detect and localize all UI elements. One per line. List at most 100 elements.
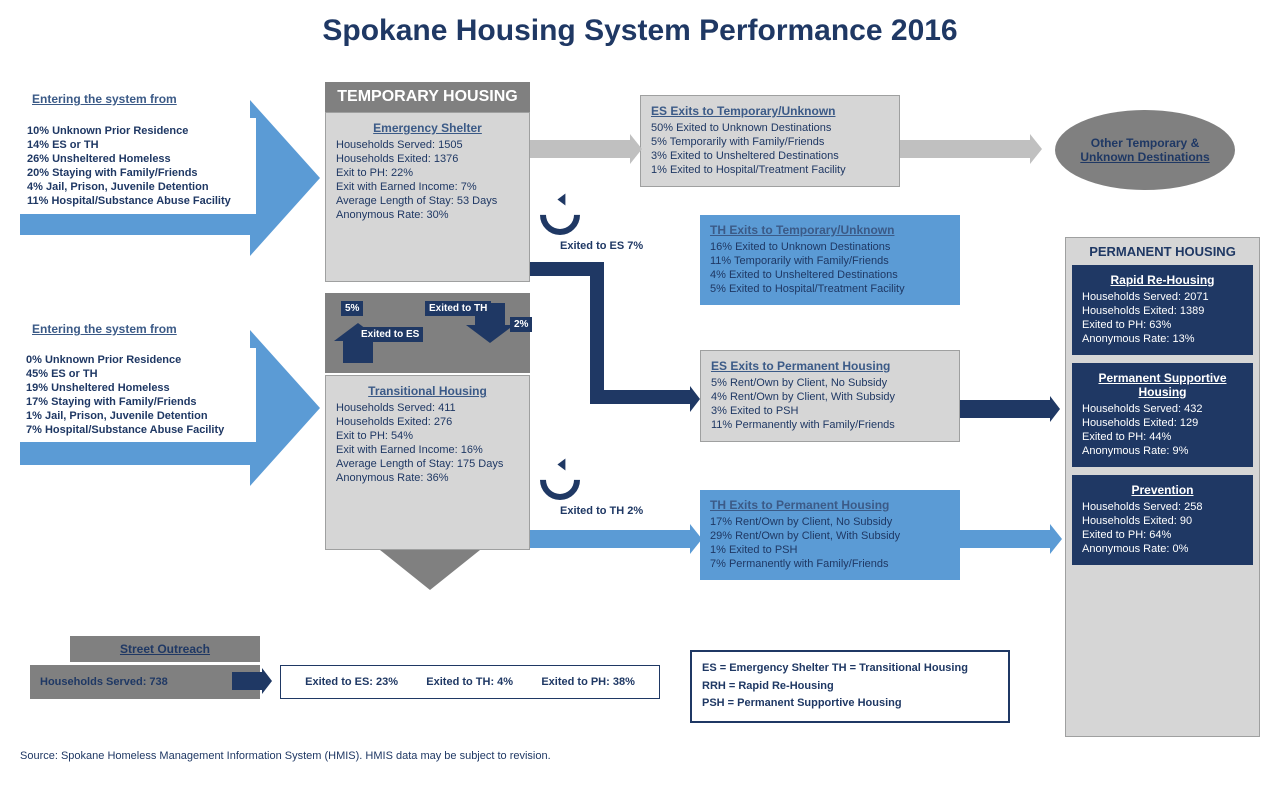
th-line: Households Served: 411 (336, 402, 519, 414)
rrh-box: Rapid Re-Housing Households Served: 2071… (1072, 265, 1253, 355)
street-outreach-title: Street Outreach (78, 642, 252, 656)
curve-th-icon (532, 452, 589, 509)
prev-line: Households Exited: 90 (1082, 515, 1243, 527)
interflow-area: Exited to TH 2% 5% Exited to ES (325, 293, 530, 373)
street-outreach-exit: Exited to TH: 4% (426, 676, 513, 688)
entering-arrow-2: Entering the system from 0% Unknown Prio… (20, 330, 320, 485)
entering-1-line: 20% Staying with Family/Friends (27, 167, 249, 179)
prev-line: Households Served: 258 (1082, 501, 1243, 513)
other-temp-l1: Other Temporary & (1091, 136, 1199, 150)
es-temp-line: 1% Exited to Hospital/Treatment Facility (651, 164, 889, 176)
th-temp-line: 4% Exited to Unsheltered Destinations (710, 269, 950, 281)
psh-line: Anonymous Rate: 9% (1082, 445, 1243, 457)
arrow-es-to-perm-arrow (590, 390, 690, 404)
es-perm-line: 3% Exited to PSH (711, 405, 949, 417)
psh-title: Permanent Supportive Housing (1082, 371, 1243, 399)
th-exits-perm-title: TH Exits to Permanent Housing (710, 498, 950, 512)
legend-line: PSH = Permanent Supportive Housing (702, 695, 998, 713)
permanent-housing-header: PERMANENT HOUSING (1072, 244, 1253, 259)
rrh-title: Rapid Re-Housing (1082, 273, 1243, 287)
th-exits-temp-title: TH Exits to Temporary/Unknown (710, 223, 950, 237)
entering-1-line: 11% Hospital/Substance Abuse Facility (27, 195, 249, 207)
temporary-housing-header: TEMPORARY HOUSING (325, 82, 530, 112)
other-temp-ellipse: Other Temporary & Unknown Destinations (1055, 110, 1235, 190)
entering-1-line: 14% ES or TH (27, 139, 249, 151)
entering-2-line: 1% Jail, Prison, Juvenile Detention (26, 410, 250, 422)
psh-line: Households Exited: 129 (1082, 417, 1243, 429)
entering-2-line: 0% Unknown Prior Residence (26, 354, 250, 366)
exited-to-th-label: Exited to TH (425, 301, 491, 316)
prev-title: Prevention (1082, 483, 1243, 497)
entering-arrow-1: Entering the system from 10% Unknown Pri… (20, 100, 320, 255)
exited-to-es-label: Exited to ES (357, 327, 423, 342)
arrow-es-to-temp (530, 140, 630, 158)
source-text: Source: Spokane Homeless Management Info… (20, 750, 551, 762)
rrh-line: Exited to PH: 63% (1082, 319, 1243, 331)
es-perm-line: 11% Permanently with Family/Friends (711, 419, 949, 431)
th-perm-line: 17% Rent/Own by Client, No Subsidy (710, 516, 950, 528)
th-line: Average Length of Stay: 175 Days (336, 458, 519, 470)
th-down-arrow-icon (380, 550, 480, 590)
rrh-line: Anonymous Rate: 13% (1082, 333, 1243, 345)
arrow-th-to-perm (530, 530, 690, 548)
es-line: Exit to PH: 22% (336, 167, 519, 179)
entering-2-line: 7% Hospital/Substance Abuse Facility (26, 424, 250, 436)
legend-box: ES = Emergency Shelter TH = Transitional… (690, 650, 1010, 723)
arrow-es-to-perm-h (530, 262, 604, 276)
es-line: Households Exited: 1376 (336, 153, 519, 165)
th-temp-line: 11% Temporarily with Family/Friends (710, 255, 950, 267)
transitional-housing-box: Transitional Housing Households Served: … (325, 375, 530, 550)
es-perm-line: 5% Rent/Own by Client, No Subsidy (711, 377, 949, 389)
arrow-esperm-to-ph (960, 400, 1050, 418)
es-temp-line: 3% Exited to Unsheltered Destinations (651, 150, 889, 162)
psh-line: Households Served: 432 (1082, 403, 1243, 415)
emergency-shelter-box: Emergency Shelter Households Served: 150… (325, 112, 530, 282)
emergency-shelter-title: Emergency Shelter (336, 121, 519, 135)
arrow-es-to-perm-v (590, 262, 604, 402)
th-perm-line: 29% Rent/Own by Client, With Subsidy (710, 530, 950, 542)
street-outreach-header: Street Outreach (70, 636, 260, 662)
es-perm-line: 4% Rent/Own by Client, With Subsidy (711, 391, 949, 403)
es-exits-perm-title: ES Exits to Permanent Housing (711, 359, 949, 373)
th-perm-line: 1% Exited to PSH (710, 544, 950, 556)
es-line: Anonymous Rate: 30% (336, 209, 519, 221)
street-outreach-exit: Exited to ES: 23% (305, 676, 398, 688)
exited-to-es-pct: 5% (341, 301, 363, 316)
es-line: Average Length of Stay: 53 Days (336, 195, 519, 207)
legend-line: ES = Emergency Shelter TH = Transitional… (702, 660, 998, 678)
th-line: Anonymous Rate: 36% (336, 472, 519, 484)
es-line: Exit with Earned Income: 7% (336, 181, 519, 193)
rrh-line: Households Exited: 1389 (1082, 305, 1243, 317)
transitional-housing-title: Transitional Housing (336, 384, 519, 398)
street-outreach-served: Households Served: 738 (40, 676, 168, 688)
entering-2-header: Entering the system from (32, 322, 177, 336)
psh-line: Exited to PH: 44% (1082, 431, 1243, 443)
arrow-thperm-to-ph (960, 530, 1050, 548)
es-exits-temp-box: ES Exits to Temporary/Unknown 50% Exited… (640, 95, 900, 187)
street-outreach-served-box: Households Served: 738 (30, 665, 260, 699)
entering-2-line: 45% ES or TH (26, 368, 250, 380)
curve-es-icon (532, 187, 589, 244)
psh-box: Permanent Supportive Housing Households … (1072, 363, 1253, 467)
entering-2-line: 17% Staying with Family/Friends (26, 396, 250, 408)
arrow-es-to-ellipse (900, 140, 1030, 158)
es-temp-line: 50% Exited to Unknown Destinations (651, 122, 889, 134)
exited-to-th-pct: 2% (510, 317, 532, 332)
prev-line: Exited to PH: 64% (1082, 529, 1243, 541)
th-line: Exit to PH: 54% (336, 430, 519, 442)
permanent-housing-panel: PERMANENT HOUSING Rapid Re-Housing House… (1065, 237, 1260, 737)
es-line: Households Served: 1505 (336, 139, 519, 151)
street-outreach-exit: Exited to PH: 38% (541, 676, 635, 688)
es-exits-perm-box: ES Exits to Permanent Housing 5% Rent/Ow… (700, 350, 960, 442)
legend-line: RRH = Rapid Re-Housing (702, 678, 998, 696)
prev-line: Anonymous Rate: 0% (1082, 543, 1243, 555)
th-line: Households Exited: 276 (336, 416, 519, 428)
entering-1-line: 10% Unknown Prior Residence (27, 125, 249, 137)
curve-es-label: Exited to ES 7% (560, 240, 643, 252)
street-outreach-arrow-icon (232, 672, 262, 690)
other-temp-l2: Unknown Destinations (1080, 150, 1209, 164)
curve-th-label: Exited to TH 2% (560, 505, 643, 517)
entering-1-header: Entering the system from (32, 92, 177, 106)
prev-box: Prevention Households Served: 258 Househ… (1072, 475, 1253, 565)
th-temp-line: 16% Exited to Unknown Destinations (710, 241, 950, 253)
